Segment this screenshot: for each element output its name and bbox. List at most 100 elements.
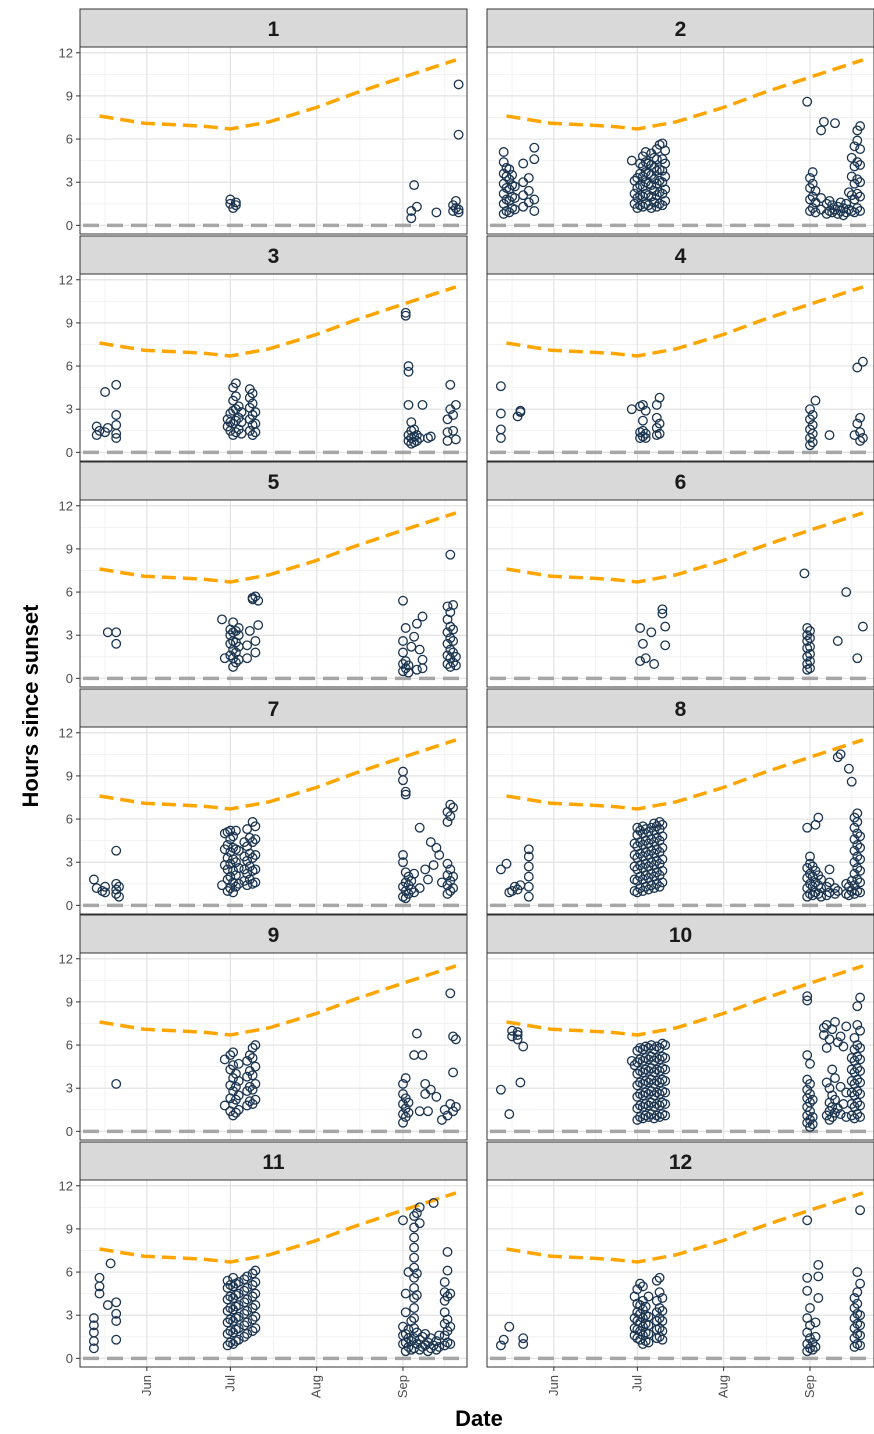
data-point	[242, 1282, 253, 1293]
data-point	[114, 891, 124, 902]
data-point	[855, 1025, 866, 1036]
data-point	[398, 636, 408, 646]
data-point	[654, 1089, 665, 1099]
data-point	[230, 404, 241, 415]
night-length-line	[506, 964, 864, 1037]
y-tick-label: 9	[66, 541, 73, 556]
data-point	[805, 206, 815, 216]
data-point	[805, 1320, 815, 1331]
data-point	[442, 427, 453, 438]
data-point	[643, 1311, 654, 1322]
data-point	[805, 404, 815, 415]
data-point	[428, 860, 439, 871]
panel-border	[79, 1179, 468, 1368]
data-point	[425, 1084, 436, 1095]
data-point	[646, 191, 657, 202]
data-point	[250, 1311, 261, 1322]
data-point	[816, 874, 827, 885]
data-point	[855, 1112, 866, 1122]
panel-border	[79, 952, 468, 1141]
data-point	[852, 1040, 863, 1051]
data-point	[445, 633, 456, 644]
data-point	[431, 207, 442, 218]
data-point	[247, 1070, 258, 1081]
data-point	[640, 653, 651, 664]
data-point	[247, 852, 258, 863]
data-point	[852, 863, 863, 873]
data-point	[88, 874, 99, 885]
data-point	[813, 1259, 824, 1270]
data-point	[660, 1087, 671, 1098]
panel-12: 12	[486, 1141, 874, 1368]
data-point	[100, 881, 111, 892]
data-point	[632, 1045, 643, 1056]
data-point	[453, 79, 464, 90]
data-point	[855, 160, 866, 170]
data-point	[802, 1215, 813, 1226]
data-point	[253, 595, 264, 606]
data-point	[230, 881, 241, 892]
data-point	[805, 625, 815, 636]
data-point	[637, 1090, 648, 1101]
data-point	[398, 647, 408, 658]
data-point	[434, 850, 445, 860]
data-point	[431, 1091, 442, 1102]
data-point	[450, 1034, 461, 1045]
y-tick-label: 12	[59, 951, 73, 966]
data-point	[403, 660, 414, 671]
data-point	[649, 1113, 660, 1124]
data-point	[632, 1057, 643, 1068]
data-point	[660, 171, 671, 182]
data-point	[442, 638, 453, 649]
data-point	[504, 1109, 515, 1120]
data-point	[239, 1320, 250, 1331]
data-point	[832, 886, 843, 896]
data-point	[111, 410, 122, 420]
data-point	[849, 822, 860, 833]
data-point	[852, 1074, 863, 1085]
data-point	[649, 1044, 660, 1055]
panel-border	[79, 46, 468, 235]
panel-strip-label: 2	[675, 18, 687, 41]
data-point	[102, 422, 113, 433]
data-point	[838, 210, 849, 221]
data-point	[654, 418, 665, 429]
data-point	[807, 167, 818, 178]
data-point	[230, 857, 241, 868]
data-point	[222, 1282, 233, 1293]
data-point	[632, 203, 643, 214]
data-point	[495, 864, 506, 875]
data-point	[498, 147, 509, 157]
data-point	[239, 1308, 250, 1319]
data-point	[233, 1277, 244, 1288]
data-point	[651, 1275, 662, 1286]
data-point	[824, 877, 835, 888]
data-point	[236, 407, 247, 418]
data-point	[799, 568, 810, 579]
data-point	[802, 995, 813, 1006]
data-point	[111, 638, 122, 649]
panel-strip-label: 11	[262, 1151, 285, 1174]
data-point	[228, 1110, 239, 1121]
data-point	[411, 201, 422, 212]
data-point	[813, 812, 824, 823]
data-point	[406, 641, 417, 652]
data-point	[855, 412, 866, 423]
y-axis-title: Hours since sunset	[18, 604, 43, 808]
data-point	[507, 170, 518, 180]
data-point	[445, 811, 456, 822]
data-point	[414, 1202, 425, 1213]
data-point	[233, 1288, 244, 1299]
data-point	[222, 1294, 233, 1305]
data-point	[830, 1017, 840, 1027]
data-point	[852, 174, 863, 185]
data-point	[649, 1055, 660, 1066]
data-point	[824, 430, 835, 441]
data-point	[646, 203, 657, 214]
data-point	[442, 627, 453, 638]
data-point	[409, 1252, 420, 1263]
data-point	[509, 881, 520, 892]
data-point	[450, 1101, 461, 1112]
data-point	[646, 627, 657, 638]
y-tick-label: 6	[66, 359, 73, 374]
